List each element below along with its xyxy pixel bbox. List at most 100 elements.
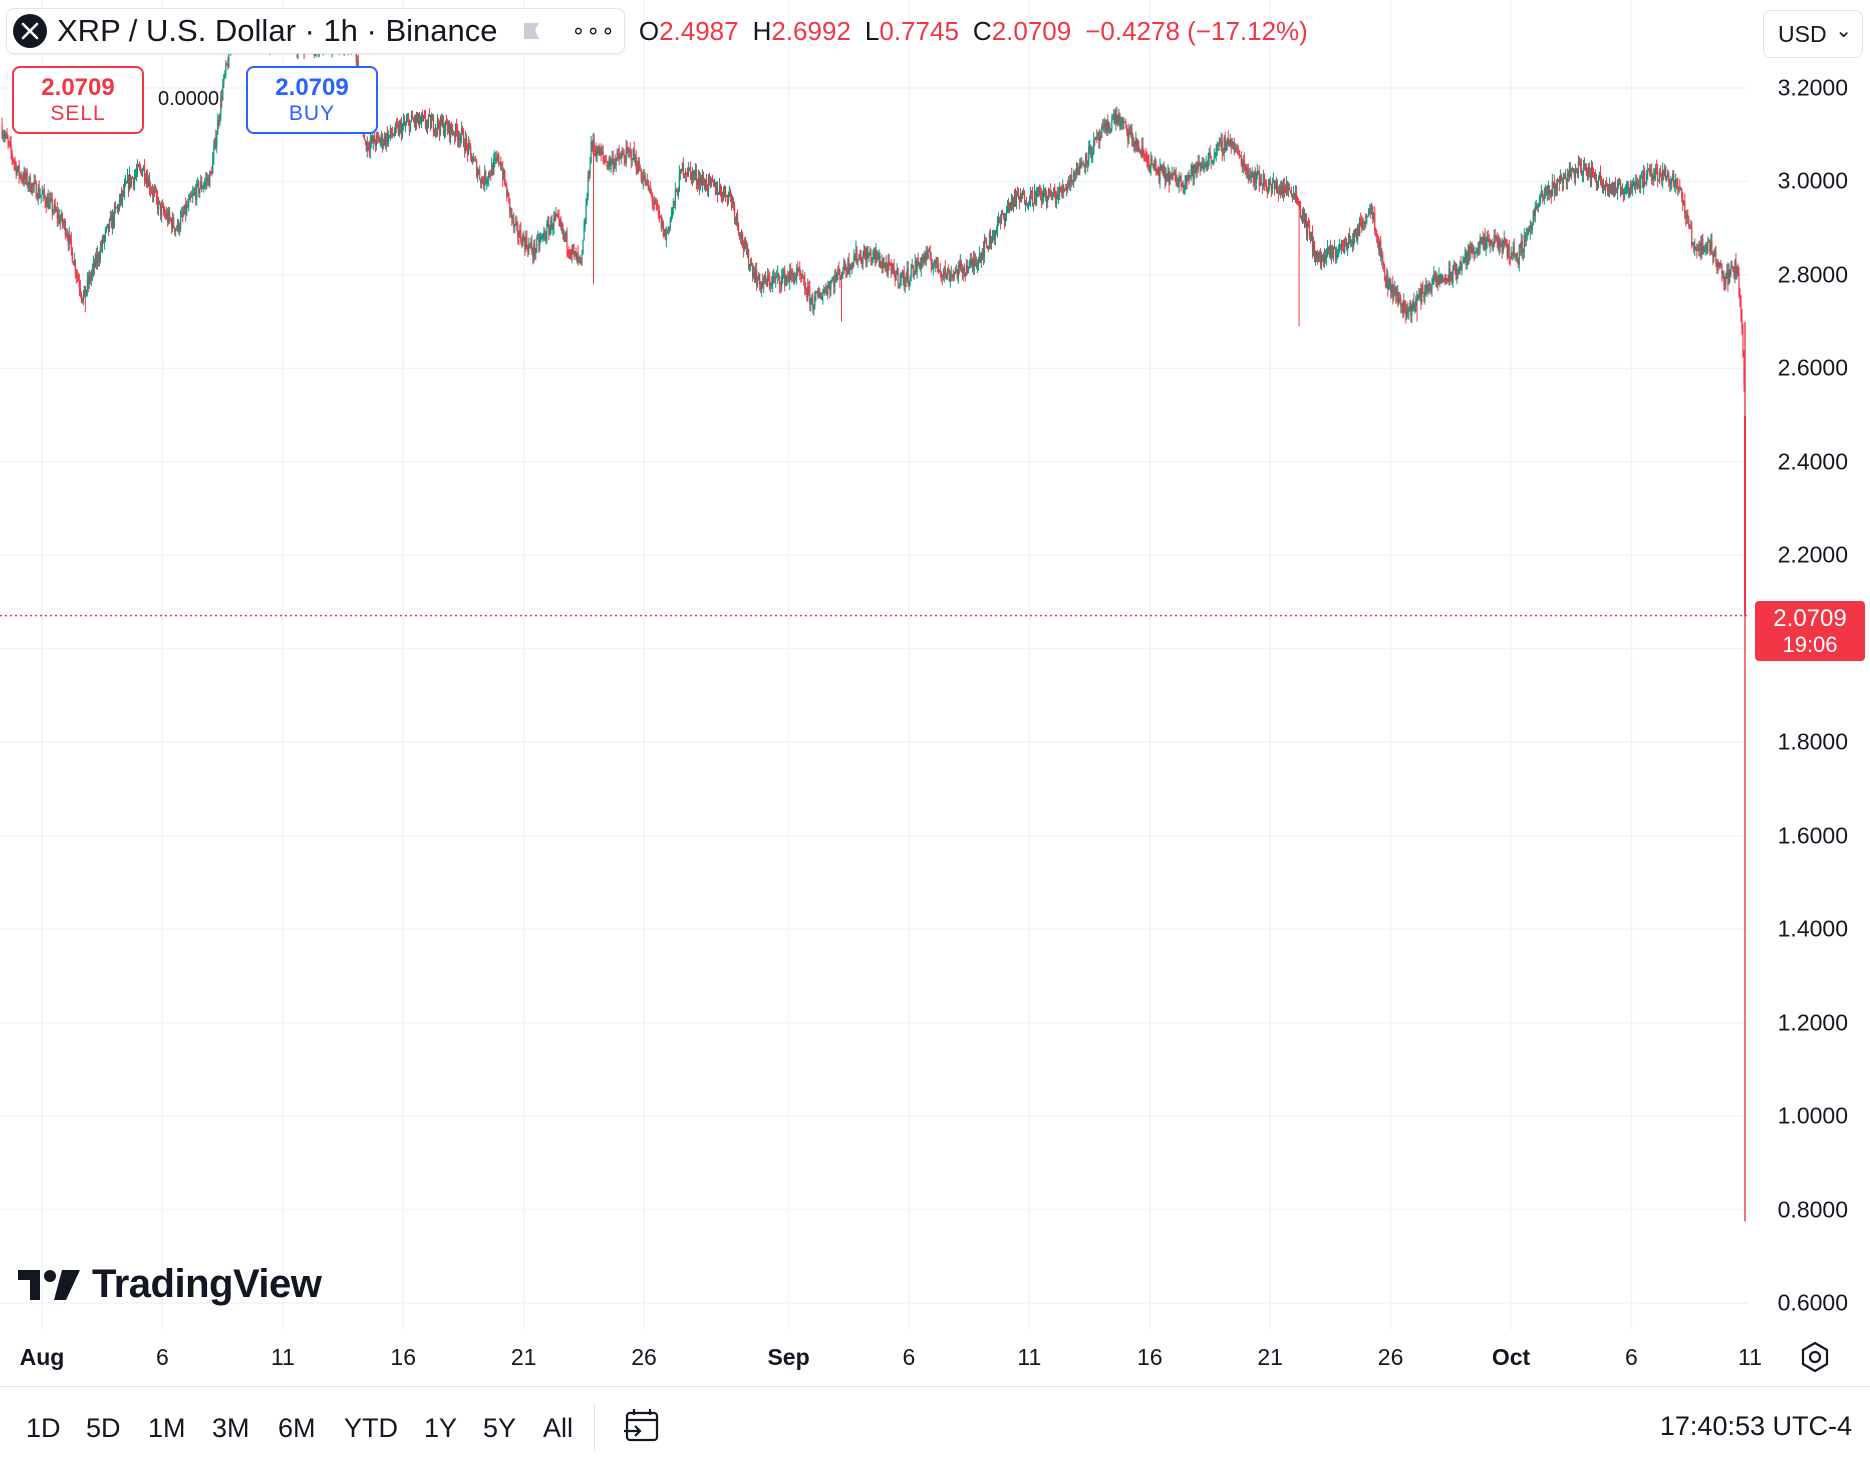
candle-body (376, 135, 378, 137)
candle-body (711, 178, 714, 182)
candle-body (1351, 239, 1353, 242)
candle-body (1565, 178, 1567, 182)
candle-body (99, 247, 101, 259)
candle-body (1374, 213, 1376, 231)
candle-body (1086, 153, 1088, 165)
range-5d-button[interactable]: 5D (86, 1413, 121, 1443)
candle-body (1382, 255, 1384, 262)
candle-body (54, 204, 56, 211)
candle-body (539, 239, 541, 247)
candle-body (105, 226, 108, 231)
candle-body (1252, 172, 1254, 183)
candle-body (88, 275, 90, 285)
candle-body (1121, 119, 1123, 124)
candle-body (1222, 152, 1224, 154)
candle-body (149, 188, 152, 191)
candle-body (200, 181, 202, 189)
candle-body (595, 150, 597, 157)
price-scale[interactable]: 3.2000 3.0000 2.8000 2.6000 2.4000 2.2000 1.80… (1750, 0, 1870, 1330)
candle-body (1632, 185, 1634, 190)
candle-body (21, 178, 23, 180)
range-1m-button[interactable]: 1M (148, 1413, 186, 1443)
buy-button[interactable]: 2.0709 BUY (246, 66, 378, 134)
candle-body (1052, 194, 1054, 200)
candle-body (409, 120, 412, 132)
go-to-date-icon[interactable] (622, 1405, 662, 1445)
candle-body (508, 192, 510, 199)
candle-body (1693, 242, 1695, 250)
candle-body (1433, 274, 1435, 280)
candle-body (1030, 190, 1033, 192)
candle-body (1630, 184, 1632, 190)
candle-body (1027, 204, 1030, 206)
candle-body (959, 262, 961, 269)
candle-body (942, 274, 944, 277)
symbol-title[interactable]: XRP / U.S. Dollar · 1h · Binance (57, 13, 498, 48)
candle-body (436, 119, 439, 130)
candle-body (874, 250, 876, 259)
more-options-icon[interactable]: ∘∘∘ (571, 18, 616, 43)
candle-body (831, 280, 833, 284)
tradingview-logo[interactable]: TradingView (18, 1262, 322, 1307)
candlestick-chart[interactable] (0, 0, 1750, 1330)
candle-body (1401, 303, 1403, 307)
candle-body (537, 237, 539, 239)
candle-body (889, 262, 891, 266)
chart-clock[interactable]: 17:40:53 UTC-4 (1659, 1411, 1852, 1441)
candle-body (1331, 246, 1334, 257)
candle-body (637, 161, 639, 173)
candle-body (1104, 122, 1106, 128)
chart-area[interactable] (0, 0, 1750, 1330)
candle-body (1484, 236, 1486, 250)
candle-body (164, 212, 166, 214)
flag-icon[interactable] (520, 20, 542, 42)
range-5y-button[interactable]: 5Y (483, 1413, 517, 1443)
candle-body (1717, 262, 1719, 267)
candle-body (1118, 113, 1120, 120)
candle-body (1325, 255, 1328, 259)
candle-body (1425, 284, 1427, 291)
candle-body (820, 297, 822, 300)
candle-body (1079, 162, 1081, 175)
range-6m-button[interactable]: 6M (278, 1413, 316, 1443)
candle-body (195, 191, 197, 200)
symbol-header[interactable]: XRP / U.S. Dollar · 1h · Binance ∘∘∘ (6, 8, 625, 54)
candle-body (1605, 182, 1608, 187)
candle-body (192, 193, 194, 197)
candle-body (1597, 180, 1600, 183)
candle-body (163, 206, 165, 213)
candle-body (797, 268, 799, 272)
candle-body (1282, 186, 1285, 194)
candle-body (721, 196, 724, 198)
range-all-button[interactable]: All (543, 1413, 574, 1443)
candle-body (187, 205, 189, 207)
candle-body (790, 270, 792, 275)
candle-body (1132, 141, 1134, 146)
candle-body (500, 162, 502, 170)
candle-body (1203, 166, 1205, 170)
sell-button[interactable]: 2.0709 SELL (12, 66, 144, 134)
candle-body (747, 248, 749, 255)
candle-body (982, 248, 985, 258)
range-1y-button[interactable]: 1Y (424, 1413, 458, 1443)
range-3m-button[interactable]: 3M (212, 1413, 250, 1443)
candle-body (447, 121, 450, 131)
range-1d-button[interactable]: 1D (26, 1413, 61, 1443)
candle-body (644, 176, 646, 185)
currency-select[interactable]: USD ⌄ (1763, 10, 1863, 58)
candle-body (965, 264, 967, 276)
candle-body (1636, 182, 1638, 184)
candle-body (761, 281, 763, 291)
chart-settings-icon[interactable] (1798, 1340, 1832, 1374)
candle-body (108, 219, 111, 231)
candle-body (1133, 141, 1135, 146)
range-ytd-button[interactable]: YTD (344, 1413, 398, 1443)
candle-body (1270, 185, 1272, 190)
candle-body (860, 255, 862, 263)
candle-body (366, 142, 368, 151)
candle-body (150, 190, 153, 192)
candle-body (844, 261, 846, 270)
candle-body (801, 275, 803, 279)
candle-body (1288, 187, 1291, 191)
candle-body (1155, 163, 1157, 171)
